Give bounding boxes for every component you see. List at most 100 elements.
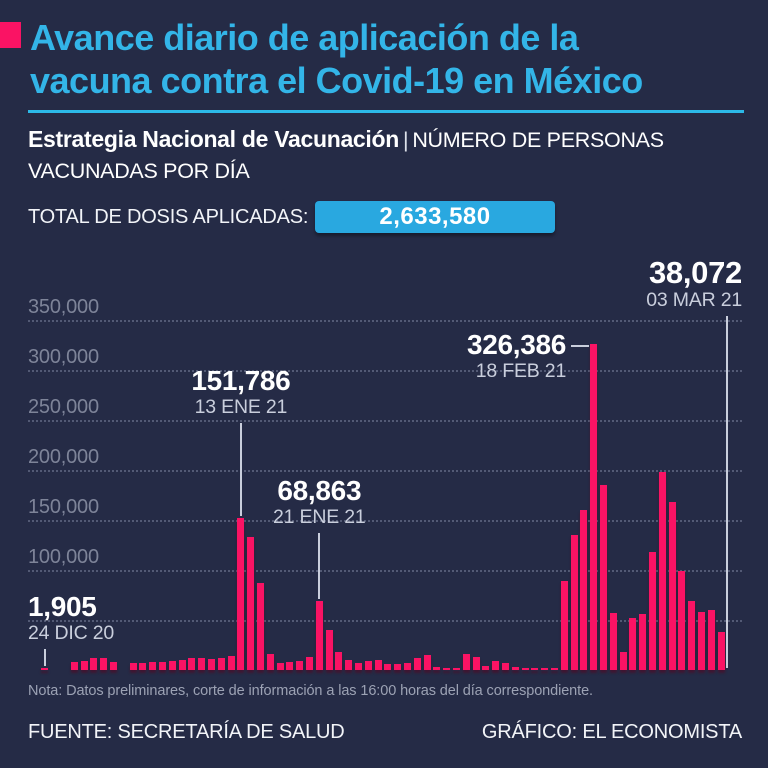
bar-29-dic-20 — [90, 657, 98, 670]
subtitle: Estrategia Nacional de Vacunación | NÚMERO… — [28, 124, 728, 187]
bar-28-ene-21 — [384, 663, 392, 670]
title-line1: Avance diario de aplicación de la — [30, 17, 579, 58]
bar-27-feb-21 — [678, 571, 686, 670]
y-axis-label-200000: 200,000 — [28, 446, 99, 468]
bar-08-feb-21 — [492, 661, 500, 670]
gridline-150000 — [28, 520, 742, 522]
leader-line-56 — [571, 344, 590, 347]
bar-23-ene-21 — [335, 651, 343, 670]
bar-08-ene-21 — [188, 658, 196, 670]
bar-10-ene-21 — [207, 658, 216, 670]
bar-02-ene-21 — [129, 663, 137, 670]
annotation-value: 38,072 — [648, 255, 742, 290]
gridline-50000 — [28, 620, 742, 622]
bar-06-feb-21 — [472, 657, 480, 670]
leader-line-28 — [318, 533, 321, 600]
bar-10-feb-21 — [511, 667, 519, 670]
bar-24-dic-20 — [41, 668, 49, 670]
leader-line-0 — [43, 649, 46, 666]
bar-05-feb-21 — [462, 653, 470, 670]
bar-07-ene-21 — [178, 659, 186, 670]
bar-13-ene-21 — [237, 518, 245, 670]
bar-09-ene-21 — [198, 657, 206, 670]
page-title: Avance diario de aplicación de la vacuna … — [30, 16, 750, 102]
bar-07-feb-21 — [482, 665, 490, 670]
bar-30-ene-21 — [403, 662, 412, 670]
bar-01-feb-21 — [423, 655, 431, 670]
y-axis-label-250000: 250,000 — [28, 396, 99, 418]
annotation-date: 03 MAR 21 — [646, 289, 742, 311]
bar-03-mar-21 — [717, 631, 725, 670]
bar-17-feb-21 — [580, 510, 588, 670]
title-divider — [28, 110, 744, 113]
bar-19-feb-21 — [599, 485, 608, 670]
bar-18-ene-21 — [286, 662, 294, 670]
annotation-value: 151,786 — [191, 365, 291, 396]
gridline-100000 — [28, 570, 742, 572]
gridline-300000 — [28, 370, 742, 372]
bar-25-feb-21 — [658, 472, 666, 670]
bar-21-ene-21 — [315, 601, 323, 670]
bar-18-feb-21 — [590, 343, 598, 670]
gridline-200000 — [28, 470, 742, 472]
bar-31-ene-21 — [413, 657, 421, 670]
bar-21-feb-21 — [619, 652, 627, 670]
bar-11-feb-21 — [521, 668, 529, 670]
bar-12-ene-21 — [227, 655, 235, 670]
bar-16-ene-21 — [266, 654, 274, 670]
annotation-date: 21 ENE 21 — [273, 506, 366, 528]
bar-03-ene-21 — [139, 663, 147, 670]
bar-14-ene-21 — [247, 537, 255, 670]
bar-26-ene-21 — [364, 661, 372, 670]
bar-24-ene-21 — [345, 659, 353, 670]
bar-13-feb-21 — [541, 668, 549, 670]
annotation-03-mar-21: 38,072 03 MAR 21 — [646, 256, 742, 311]
bar-06-ene-21 — [168, 661, 176, 670]
bar-04-ene-21 — [149, 662, 157, 670]
bar-23-feb-21 — [639, 613, 647, 670]
bar-15-ene-21 — [256, 583, 265, 670]
footnote: Nota: Datos preliminares, corte de infor… — [28, 683, 593, 699]
bar-19-ene-21 — [296, 660, 304, 670]
bar-28-feb-21 — [688, 601, 696, 670]
annotation-value: 68,863 — [277, 475, 362, 506]
bar-31-dic-20 — [109, 662, 118, 670]
bar-17-ene-21 — [276, 663, 284, 670]
bar-29-ene-21 — [394, 664, 402, 670]
total-doses-label: TOTAL DE DOSIS APLICADAS: — [28, 206, 309, 228]
annotation-value: 1,905 — [28, 591, 97, 622]
source-credit: FUENTE: SECRETARÍA DE SALUD — [28, 721, 345, 743]
bar-24-feb-21 — [648, 552, 657, 670]
bar-20-feb-21 — [609, 612, 617, 670]
bar-03-feb-21 — [443, 668, 451, 670]
y-axis-label-150000: 150,000 — [28, 496, 99, 518]
y-axis-label-100000: 100,000 — [28, 546, 99, 568]
annotation-18-feb-21: 326,386 18 FEB 21 — [366, 330, 567, 383]
bar-11-ene-21 — [217, 657, 225, 670]
annotation-date: 18 FEB 21 — [475, 360, 567, 382]
bar-16-feb-21 — [570, 535, 578, 670]
annotation-21-ene-21: 68,863 21 ENE 21 — [229, 475, 409, 529]
bar-02-mar-21 — [707, 610, 715, 670]
subtitle-strategy: Estrategia Nacional de Vacunación — [28, 126, 400, 152]
y-axis-label-350000: 350,000 — [28, 296, 99, 318]
bar-22-feb-21 — [629, 618, 637, 670]
accent-square — [0, 22, 21, 48]
graphic-credit: GRÁFICO: EL ECONOMISTA — [481, 721, 742, 743]
annotation-date: 13 ENE 21 — [194, 396, 288, 418]
bar-30-dic-20 — [100, 658, 108, 670]
bar-27-ene-21 — [374, 659, 382, 670]
subtitle-description: NÚMERO DE PERSONAS VACUNADAS POR DÍA — [28, 128, 664, 183]
total-doses-badge: 2,633,580 — [315, 201, 555, 233]
annotation-date: 24 DIC 20 — [28, 622, 114, 644]
bar-05-ene-21 — [158, 661, 167, 670]
bar-20-ene-21 — [305, 657, 314, 670]
leader-line-69 — [726, 316, 729, 668]
leader-line-20 — [239, 423, 242, 517]
title-line2: vacuna contra el Covid-19 en México — [30, 60, 643, 101]
bar-04-feb-21 — [452, 667, 461, 670]
bar-12-feb-21 — [531, 668, 539, 670]
bar-14-feb-21 — [550, 668, 559, 670]
annotation-13-ene-21: 151,786 13 ENE 21 — [151, 365, 331, 419]
